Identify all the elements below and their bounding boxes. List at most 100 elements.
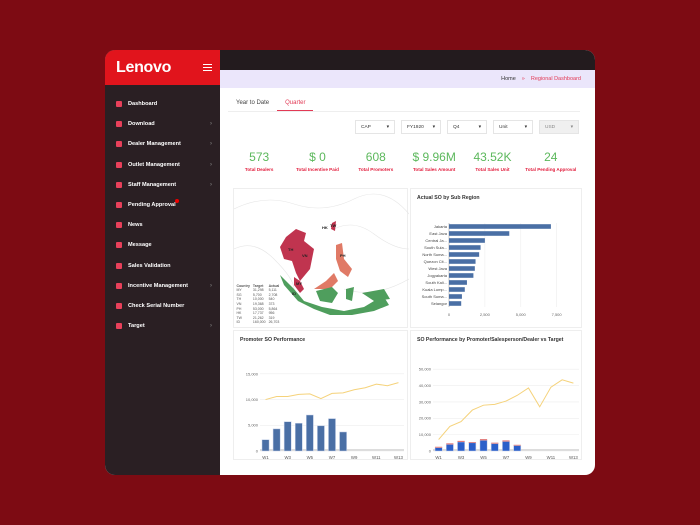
table-cell: TW: [236, 315, 242, 320]
bar-segment: [446, 443, 454, 445]
sidebar-item-label: Sales Validation: [128, 262, 171, 269]
breadcrumb-home[interactable]: Home: [501, 76, 516, 82]
sidebar-nav: Dashboard Download › Dealer Management › Outl…: [105, 85, 220, 336]
y-tick-label: South Suma...: [422, 294, 447, 299]
x-tick-label: W11: [372, 455, 381, 460]
table-cell: 5,700: [252, 292, 262, 297]
bar: [513, 445, 522, 452]
y-tick-label: North Suma...: [422, 252, 447, 257]
chevron-right-icon: ›: [210, 161, 212, 168]
bar: [449, 224, 551, 229]
tab-year-to-date[interactable]: Year to Date: [236, 100, 270, 106]
sidebar-item-check-serial-number[interactable]: Check Serial Number: [105, 296, 220, 316]
y-tick-label: 5,000: [248, 423, 259, 428]
filter-select[interactable]: CAP ▾: [355, 120, 395, 134]
so-performance-panel: SO Performance by Promoter/Salesperson/D…: [410, 330, 582, 460]
bar-segment: [435, 446, 443, 448]
bar-segment: [468, 442, 476, 443]
bar: [449, 252, 480, 257]
y-tick-label: South Kali...: [425, 280, 447, 285]
filter-value: Unit: [499, 124, 508, 130]
scan-icon: [116, 302, 122, 309]
sidebar-item-dealer-management[interactable]: Dealer Management ›: [105, 134, 220, 154]
kpi-label: Total Dealers: [244, 167, 274, 172]
bar: [449, 273, 474, 278]
chevron-right-icon: ›: [210, 323, 212, 330]
x-tick-label: 0: [448, 312, 451, 317]
sidebar-item-news[interactable]: News: [105, 215, 220, 235]
table-cell: 540: [268, 297, 275, 302]
sidebar-item-message[interactable]: Message: [105, 235, 220, 255]
sidebar-item-download[interactable]: Download ›: [105, 114, 220, 134]
filter-select[interactable]: Q4 ▾: [447, 120, 487, 134]
table-cell: 956: [268, 311, 275, 316]
bar: [449, 266, 475, 271]
sidebar-item-pending-approval[interactable]: Pending Approval: [105, 195, 220, 215]
table-cell: 319: [268, 315, 275, 320]
table-cell: PH: [236, 306, 242, 311]
filter-select[interactable]: FY1920 ▾: [401, 120, 441, 134]
bar: [446, 444, 454, 452]
map-label: PH: [340, 253, 346, 258]
chevron-right-icon: ›: [210, 181, 212, 188]
menu-icon[interactable]: [203, 64, 212, 71]
chart-title: Actual SO by Sub Region: [417, 195, 480, 201]
y-tick-label: West Java: [428, 266, 447, 271]
sidebar-header: Lenovo: [105, 50, 220, 85]
kpi-card: $ 9.96M Total Sales Amount: [405, 150, 463, 172]
dollar-icon: [116, 282, 122, 289]
table-cell: 26,703: [268, 320, 280, 325]
sidebar-item-label: Outlet Management: [128, 161, 180, 168]
sidebar-item-sales-validation[interactable]: Sales Validation: [105, 256, 220, 276]
y-tick-label: 10,000: [246, 397, 259, 402]
bar: [449, 294, 462, 299]
sidebar-item-label: Download: [128, 121, 155, 128]
bar-segment: [457, 440, 465, 442]
x-tick-label: W13: [569, 455, 578, 460]
sub-region-panel: Actual SO by Sub Region 0 2,500 5,000 7,500…: [410, 188, 582, 328]
kpi-row: 573 Total Dealers $ 0 Total Incentive Paid 6…: [230, 150, 580, 172]
kpi-card: 43.52K Total Sales Unit: [463, 150, 521, 172]
bar: [261, 439, 270, 452]
table-row: TH 10,000 540: [235, 297, 281, 302]
tab-quarter[interactable]: Quarter: [277, 96, 314, 111]
y-tick-label: 20,000: [419, 416, 432, 421]
bar: [468, 442, 477, 452]
x-tick-label: W7: [329, 455, 336, 460]
x-tick-label: W9: [525, 455, 532, 460]
bar: [294, 422, 303, 452]
bar: [449, 259, 476, 264]
sidebar-item-outlet-management[interactable]: Outlet Management ›: [105, 155, 220, 175]
x-tick-label: W11: [547, 455, 556, 460]
bar: [490, 443, 499, 452]
bar: [306, 414, 314, 452]
map-label: VN: [302, 253, 308, 258]
filter-select[interactable]: Unit ▾: [493, 120, 533, 134]
chevron-right-icon: ›: [210, 121, 212, 128]
kpi-value: 43.52K: [473, 150, 512, 164]
bar: [434, 447, 443, 452]
y-tick-label: 40,000: [419, 383, 432, 388]
bar: [449, 280, 467, 285]
people-icon: [116, 181, 122, 188]
filter-select[interactable]: USD ▾: [539, 120, 579, 134]
kpi-card: $ 0 Total Incentive Paid: [288, 150, 346, 172]
bar: [339, 431, 347, 452]
bar-segment: [479, 439, 488, 441]
y-tick-label: Jogyakarta: [427, 273, 447, 278]
table-cell: 373: [268, 302, 275, 307]
y-tick-label: South Sula...: [424, 245, 447, 250]
sidebar-item-staff-management[interactable]: Staff Management ›: [105, 175, 220, 195]
sidebar-item-dashboard[interactable]: Dashboard: [105, 94, 220, 114]
y-tick-label: East Java: [429, 231, 447, 236]
chevron-right-icon: ›: [210, 282, 212, 289]
sidebar-item-incentive-management[interactable]: Incentive Management ›: [105, 276, 220, 296]
period-tabs: Year to Date Quarter: [228, 96, 580, 112]
y-tick-label: 0: [256, 448, 259, 453]
table-cell: 17,737: [252, 311, 264, 316]
sidebar-item-target[interactable]: Target ›: [105, 316, 220, 336]
table-cell: 5,864: [268, 306, 278, 311]
x-tick-label: W13: [394, 455, 403, 460]
table-cell: TH: [236, 297, 242, 302]
